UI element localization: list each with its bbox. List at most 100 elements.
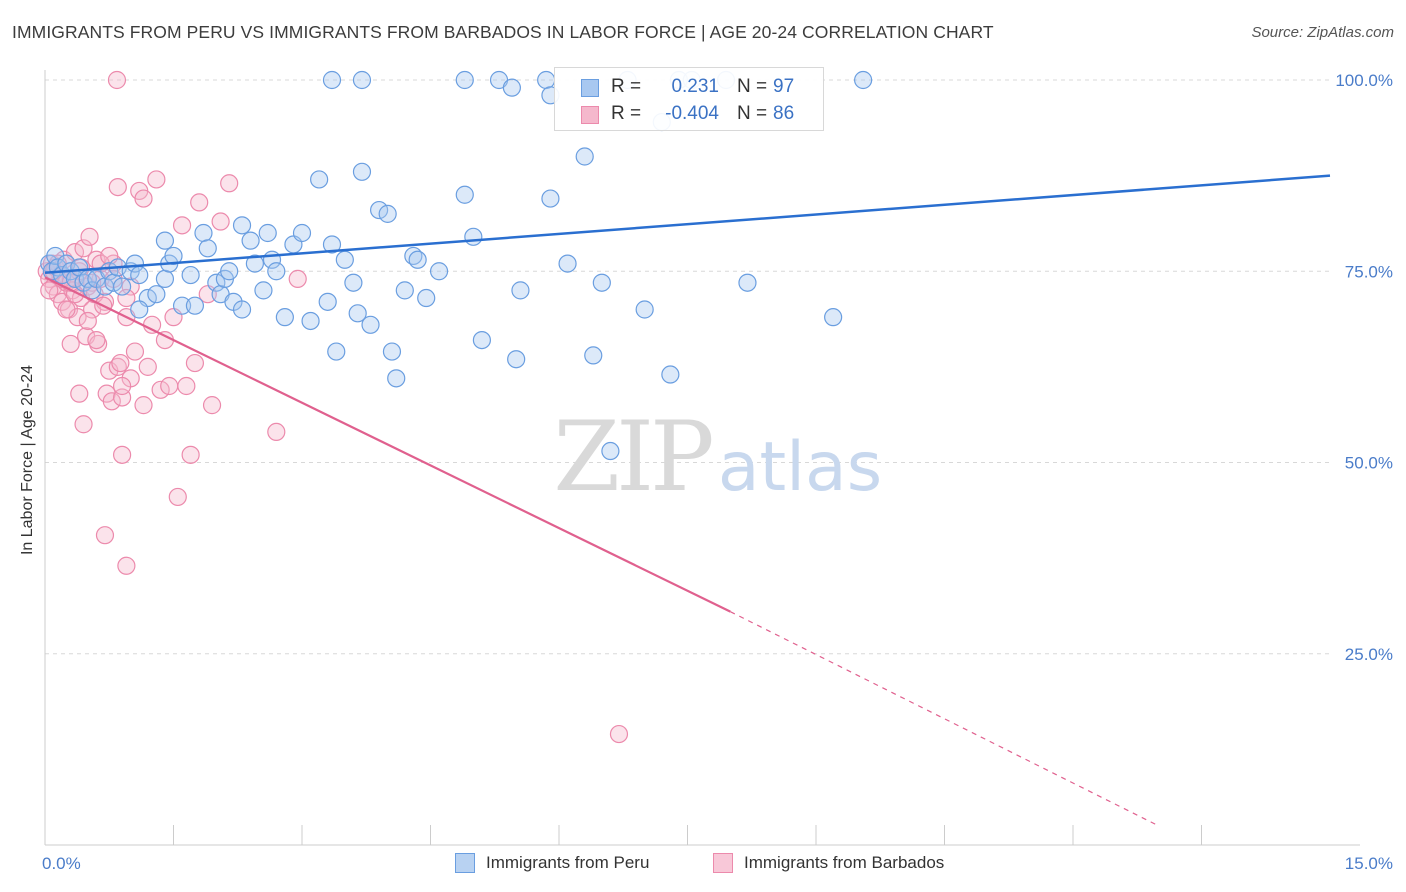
r-label: R =	[611, 103, 642, 124]
peru-point	[181, 265, 200, 285]
watermark-atlas: atlas	[718, 428, 882, 507]
peru-point	[198, 239, 217, 258]
barbados-point	[220, 174, 239, 193]
barbados-point	[87, 331, 106, 350]
peru-point	[382, 342, 402, 361]
barbados-point	[267, 422, 286, 441]
barbados-point	[57, 300, 76, 319]
peru-point	[172, 296, 192, 315]
barbados-point	[117, 288, 136, 308]
peru-point	[584, 346, 603, 365]
peru-point	[130, 265, 149, 285]
peru-point	[344, 273, 363, 292]
peru-point	[194, 223, 213, 243]
peru-point	[455, 70, 474, 90]
peru-point	[348, 304, 367, 323]
barbados-point	[151, 380, 170, 399]
regression-lines	[44, 174, 1331, 827]
peru-point	[592, 273, 611, 292]
peru-point	[147, 285, 166, 304]
barbados-point	[181, 445, 200, 464]
n-value: 97	[773, 76, 795, 97]
barbados-regression-line	[44, 276, 731, 613]
peru-point	[232, 216, 252, 235]
barbados-point	[190, 193, 209, 212]
barbados-point	[134, 189, 153, 208]
peru-point	[322, 235, 342, 254]
legend-peru-label: Immigrants from Peru	[486, 853, 650, 872]
peru-point	[327, 342, 346, 361]
peru-point	[322, 70, 342, 90]
watermark-zip: ZIP	[553, 401, 712, 513]
peru-point	[245, 254, 264, 273]
axes	[44, 70, 1360, 846]
barbados-point	[609, 724, 629, 744]
r-value: 0.231	[671, 76, 719, 97]
barbados-point	[107, 70, 127, 90]
peru-point	[241, 231, 260, 250]
barbados-point	[74, 239, 93, 258]
barbados-point	[125, 342, 145, 361]
barbados-point	[78, 311, 97, 331]
peru-point	[301, 311, 320, 331]
peru-point	[125, 254, 145, 273]
r-value: -0.404	[665, 103, 719, 124]
barbados-point	[288, 269, 307, 288]
peru-point	[738, 273, 757, 292]
barbados-point	[160, 376, 179, 396]
source-label: Source: ZipAtlas.com	[1251, 24, 1394, 41]
peru-point	[429, 262, 449, 281]
barbados-point	[112, 445, 132, 464]
barbados-point	[61, 334, 80, 354]
legend-barbados-label: Immigrants from Barbados	[744, 853, 945, 872]
peru-point	[601, 441, 620, 461]
barbados-point	[138, 357, 157, 376]
barbados-point	[202, 396, 222, 415]
peru-point	[507, 350, 526, 369]
barbados-point	[40, 281, 59, 300]
n-label: N =	[737, 103, 768, 124]
y-tick-label: 25.0%	[1345, 645, 1393, 664]
peru-point	[472, 331, 491, 350]
corr-row-peru: R = 0.231 N = 97	[555, 73, 823, 101]
peru-point	[352, 70, 372, 90]
peru-point	[455, 185, 474, 204]
peru-point	[370, 200, 389, 220]
x-tick-label: 15.0%	[1345, 854, 1393, 873]
barbados-point	[108, 178, 127, 197]
peru-point	[112, 277, 132, 296]
peru-point	[661, 365, 680, 384]
y-tick-label: 50.0%	[1345, 454, 1393, 473]
peru-point	[511, 281, 530, 300]
barbados-point	[70, 384, 89, 403]
peru-point	[352, 162, 372, 181]
peru-point	[537, 70, 556, 90]
peru-point	[541, 189, 560, 208]
peru-point	[387, 369, 406, 388]
peru-point	[318, 292, 337, 311]
peru-point	[130, 300, 149, 319]
barbados-point	[74, 415, 93, 434]
legend-peru-swatch	[455, 853, 475, 873]
peru-point	[558, 254, 577, 273]
peru-point	[185, 296, 205, 315]
barbados-point	[117, 556, 136, 575]
peru-point	[378, 204, 397, 223]
peru-point	[335, 250, 354, 269]
peru-point	[310, 170, 329, 189]
barbados-point	[102, 392, 121, 411]
chart-title: IMMIGRANTS FROM PERU VS IMMIGRANTS FROM …	[12, 22, 994, 42]
r-label: R =	[611, 76, 642, 97]
peru-point	[408, 250, 427, 269]
barbados-point	[185, 353, 205, 373]
gridlines	[45, 79, 1330, 655]
barbados-point	[111, 353, 130, 373]
peru-point	[155, 231, 175, 250]
peru-point	[417, 288, 436, 308]
peru-point	[361, 315, 380, 334]
barbados-point	[172, 216, 192, 235]
barbados-point	[134, 396, 153, 415]
corr-row-barbados: R = -0.404 N = 86	[555, 100, 823, 128]
peru-point	[232, 300, 252, 319]
